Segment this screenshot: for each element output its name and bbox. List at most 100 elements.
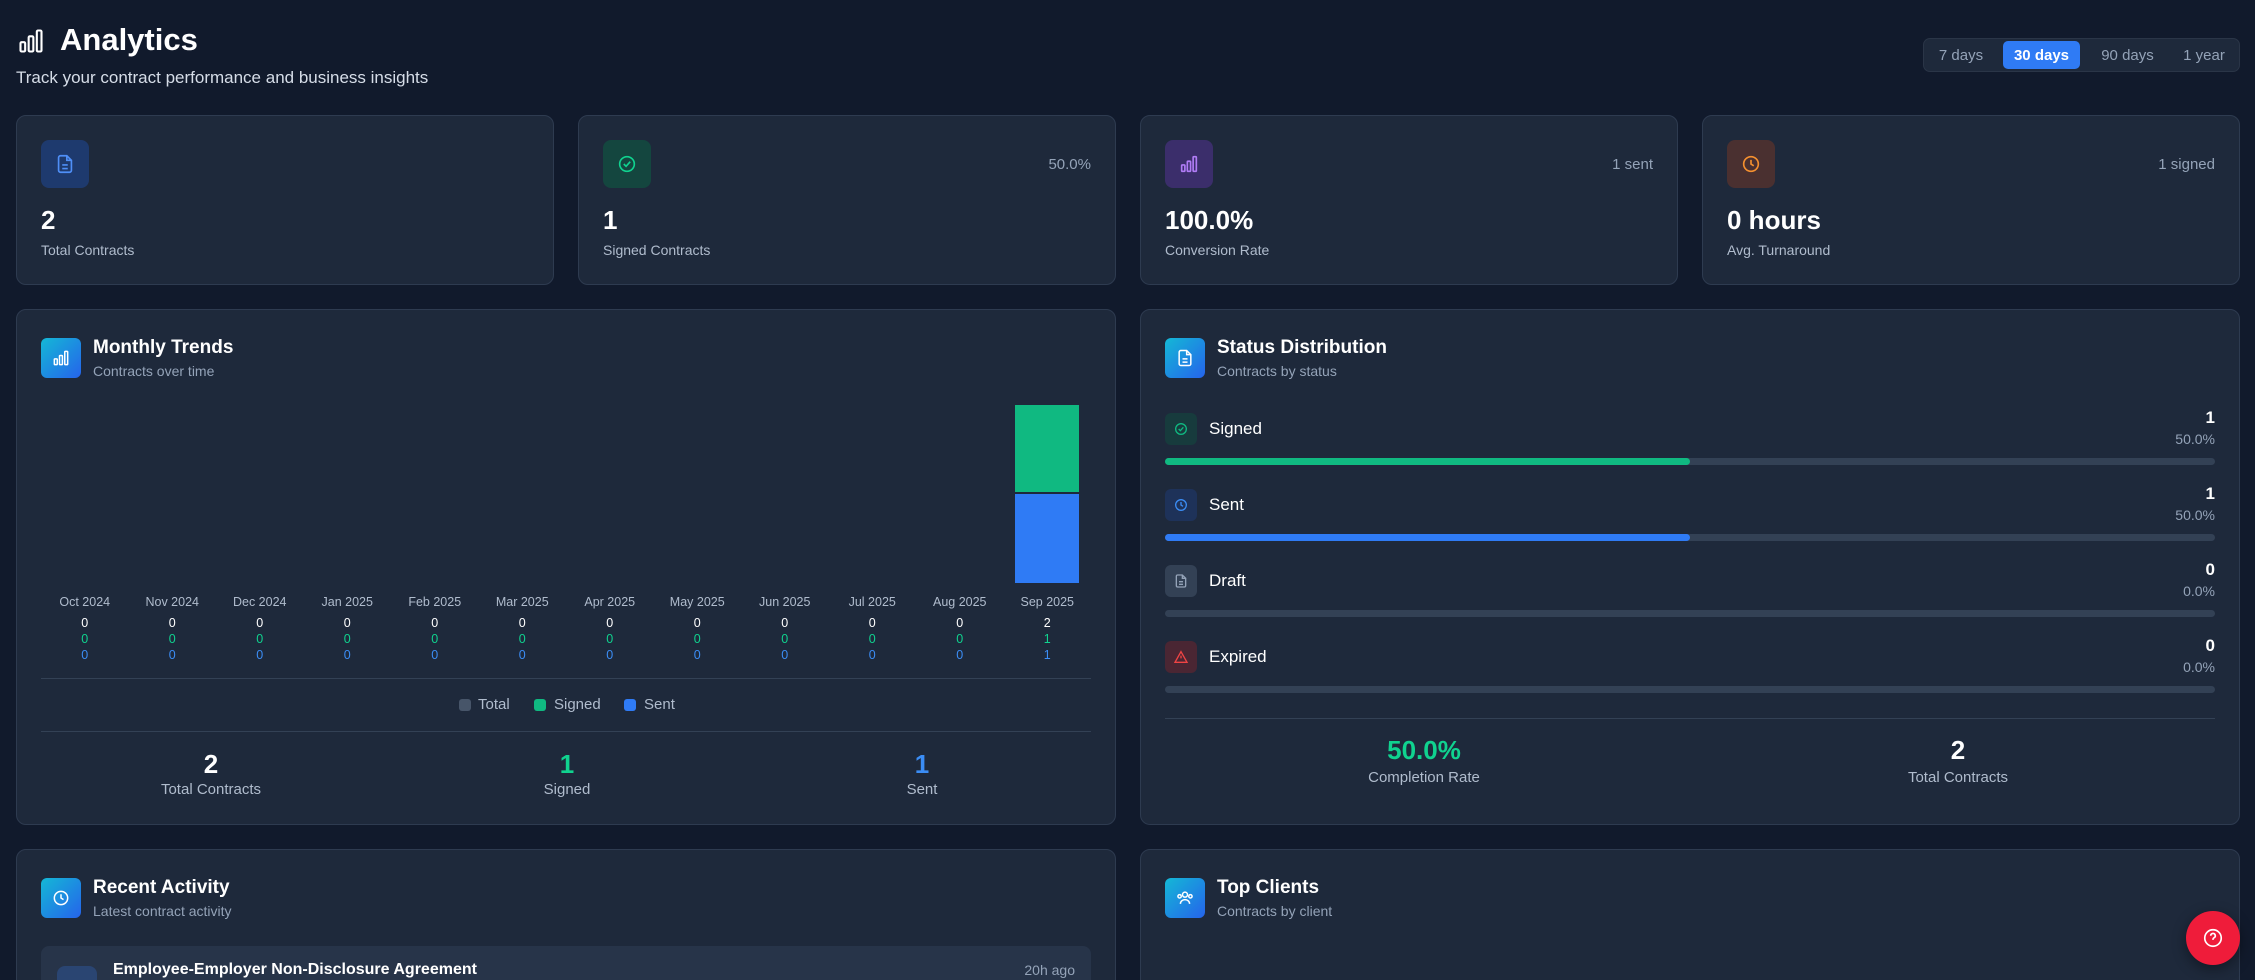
month-label: Oct 2024 xyxy=(59,595,111,609)
kpi-badge: 50.0% xyxy=(1048,156,1091,173)
month-total-value: 0 xyxy=(693,616,701,630)
month-label: Nov 2024 xyxy=(145,595,199,609)
status-pct-draft: 0.0% xyxy=(2183,583,2215,599)
month-sent-value: 1 xyxy=(1043,648,1051,662)
check-circle-icon xyxy=(618,155,636,173)
status-bar-fill-sent xyxy=(1165,534,1690,541)
kpi-icon-box xyxy=(1165,140,1213,188)
legend-swatch-sent xyxy=(624,699,636,711)
kpi-value: 2 xyxy=(41,205,56,235)
month-signed-value: 0 xyxy=(693,632,701,646)
month-label: Feb 2025 xyxy=(408,595,462,609)
bar-chart-icon xyxy=(53,350,69,366)
kpi-card-signed-contracts: 50.0% 1 Signed Contracts xyxy=(578,115,1116,285)
page-subtitle: Track your contract performance and busi… xyxy=(16,68,429,87)
bar-chart-icon xyxy=(1180,155,1198,173)
month-total-value: 0 xyxy=(606,616,614,630)
file-icon xyxy=(1175,574,1187,588)
top-clients-panel: Top Clients Contracts by client xyxy=(1140,849,2240,980)
completion-rate-label: Completion Rate xyxy=(1368,769,1480,786)
month-signed-value: 0 xyxy=(868,632,876,646)
monthly-trends-panel: Monthly Trends Contracts over time Oct 2… xyxy=(16,309,1116,825)
legend-label-signed: Signed xyxy=(554,696,601,713)
page-title: Analytics xyxy=(60,22,198,57)
clock-icon xyxy=(1175,499,1187,511)
section-title: Recent Activity xyxy=(93,877,230,898)
range-tabs xyxy=(1923,38,2240,72)
section-subtitle: Latest contract activity xyxy=(93,903,232,919)
recent-activity-panel: Recent Activity Latest contract activity… xyxy=(16,849,1116,980)
month-signed-value: 0 xyxy=(168,632,176,646)
kpi-card-total-contracts: 2 Total Contracts xyxy=(16,115,554,285)
summary-signed-value: 1 xyxy=(559,749,575,779)
tab-30-days[interactable]: 30 days xyxy=(2003,41,2080,69)
month-label: Sep 2025 xyxy=(1020,595,1075,609)
activity-item-icon xyxy=(57,966,97,980)
month-signed-value: 0 xyxy=(256,632,264,646)
section-subtitle: Contracts by client xyxy=(1217,903,1333,919)
month-total-value: 0 xyxy=(168,616,176,630)
help-button[interactable] xyxy=(2186,911,2240,965)
month-total-value: 0 xyxy=(518,616,526,630)
month-label: Dec 2024 xyxy=(232,595,287,609)
month-signed-value: 0 xyxy=(781,632,789,646)
month-total-value: 2 xyxy=(1043,616,1051,630)
month-sent-value: 0 xyxy=(868,648,876,662)
help-circle-icon xyxy=(2203,928,2223,948)
month-signed-value: 0 xyxy=(343,632,351,646)
month-sent-value: 0 xyxy=(343,648,351,662)
status-name-expired: Expired xyxy=(1209,647,1267,666)
clients-icon-box xyxy=(1165,878,1205,918)
clock-icon xyxy=(53,890,69,906)
kpi-icon-box xyxy=(41,140,89,188)
legend-label-total: Total xyxy=(478,696,510,713)
kpi-label: Avg. Turnaround xyxy=(1727,242,1831,258)
tab-90-days[interactable]: 90 days xyxy=(2101,46,2154,64)
kpi-value: 100.0% xyxy=(1165,205,1254,235)
kpi-card-conversion-rate: 1 sent 100.0% Conversion Rate xyxy=(1140,115,1678,285)
bar-signed xyxy=(1015,405,1080,492)
summary-total-label: Total Contracts xyxy=(160,781,262,798)
activity-item[interactable]: Employee-Employer Non-Disclosure Agreeme… xyxy=(41,946,1091,980)
section-subtitle: Contracts by status xyxy=(1217,363,1337,379)
status-total-label: Total Contracts xyxy=(1907,769,2009,786)
month-signed-value: 0 xyxy=(518,632,526,646)
status-icon-box-sent xyxy=(1165,489,1197,521)
activity-item-title: Employee-Employer Non-Disclosure Agreeme… xyxy=(113,961,477,978)
section-title: Top Clients xyxy=(1217,877,1320,898)
tab-1-year[interactable]: 1 year xyxy=(2183,46,2225,64)
status-bar-track-expired xyxy=(1165,686,2215,693)
kpi-icon-box xyxy=(1727,140,1775,188)
section-title: Status Distribution xyxy=(1217,337,1387,358)
status-bar-fill-signed xyxy=(1165,458,1690,465)
monthly-trends-icon-box xyxy=(41,338,81,378)
activity-icon-box xyxy=(41,878,81,918)
month-label: Apr 2025 xyxy=(584,595,636,609)
kpi-label: Total Contracts xyxy=(41,242,135,258)
divider xyxy=(41,731,1091,732)
status-icon-box-expired xyxy=(1165,641,1197,673)
activity-item-time: 20h ago xyxy=(1024,962,1075,978)
file-icon xyxy=(57,154,73,174)
status-pct-expired: 0.0% xyxy=(2183,659,2215,675)
kpi-label: Conversion Rate xyxy=(1165,242,1270,258)
clock-icon xyxy=(1742,155,1760,173)
month-total-value: 0 xyxy=(256,616,264,630)
section-title: Monthly Trends xyxy=(93,337,234,358)
month-total-value: 0 xyxy=(781,616,789,630)
status-total-value: 2 xyxy=(1950,735,1966,765)
month-sent-value: 0 xyxy=(256,648,264,662)
status-name-signed: Signed xyxy=(1209,419,1262,438)
file-icon xyxy=(1178,349,1192,367)
summary-sent-label: Sent xyxy=(906,781,938,798)
month-label: Mar 2025 xyxy=(495,595,549,609)
month-sent-value: 0 xyxy=(693,648,701,662)
month-sent-value: 0 xyxy=(956,648,964,662)
summary-signed-label: Signed xyxy=(543,781,591,798)
legend-label-sent: Sent xyxy=(644,696,675,713)
tab-7-days[interactable]: 7 days xyxy=(1938,46,1984,64)
month-sent-value: 0 xyxy=(81,648,89,662)
month-total-value: 0 xyxy=(81,616,89,630)
alert-triangle-icon xyxy=(1173,650,1189,663)
month-sent-value: 0 xyxy=(431,648,439,662)
